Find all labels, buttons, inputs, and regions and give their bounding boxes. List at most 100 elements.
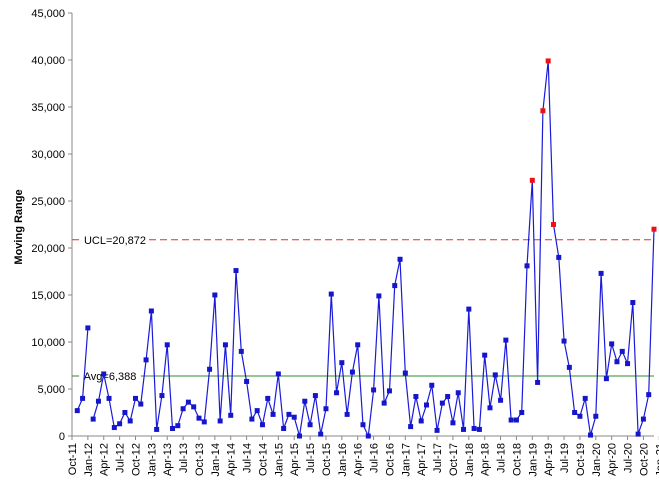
y-tick-label: 15,000 [31, 290, 65, 302]
x-tick-label: Jul-15 [305, 443, 317, 473]
x-tick-label: Apr-19 [543, 443, 555, 476]
y-tick-label: 5,000 [37, 384, 65, 396]
data-point [360, 422, 366, 428]
data-point [228, 412, 234, 418]
data-point [297, 433, 303, 439]
data-point [492, 372, 498, 378]
data-point [286, 411, 292, 417]
data-point [212, 292, 218, 298]
data-point [291, 414, 297, 420]
data-point [418, 418, 424, 424]
data-point [180, 406, 186, 412]
x-tick-label: Jul-18 [496, 443, 508, 473]
data-point [588, 432, 594, 438]
data-point [106, 395, 112, 401]
x-tick-label: Jul-19 [559, 443, 571, 473]
ref-label-bg [79, 368, 141, 383]
data-point [561, 338, 567, 344]
x-tick-label: Jul-17 [432, 443, 444, 473]
data-point [275, 371, 281, 377]
data-point [328, 291, 334, 297]
y-tick-label: 40,000 [31, 55, 65, 67]
x-tick-label: Jan-21 [654, 443, 659, 477]
data-point [646, 392, 652, 398]
data-point [413, 394, 419, 400]
data-point [249, 416, 255, 422]
x-tick-label: Jan-19 [527, 443, 539, 477]
x-tick-label: Jan-16 [337, 443, 349, 477]
ref-label-bg [81, 232, 149, 247]
data-point [196, 415, 202, 421]
data-point [577, 413, 583, 419]
x-tick-label: Oct-14 [257, 443, 269, 476]
data-point [138, 401, 144, 407]
data-point [556, 254, 562, 260]
x-tick-label: Oct-19 [575, 443, 587, 476]
y-tick-label: 45,000 [31, 8, 65, 20]
data-point [519, 410, 525, 415]
out-of-control-point [545, 58, 551, 64]
reference-lines: UCL=20,872 Avg=6,388 [72, 232, 654, 383]
data-point [259, 422, 265, 428]
x-tick-label: Oct-16 [384, 443, 396, 476]
average-label: Avg=6,388 [84, 371, 137, 383]
data-point [408, 424, 414, 430]
y-axis-title: Moving Range [13, 189, 25, 264]
x-tick-label: Apr-18 [480, 443, 492, 476]
x-tick-label: Jul-12 [115, 443, 127, 473]
x-tick-label: Apr-15 [289, 443, 301, 476]
data-point [625, 361, 631, 367]
y-tick-label: 20,000 [31, 243, 65, 255]
data-point [392, 283, 398, 289]
x-tick-label: Oct-13 [194, 443, 206, 476]
x-tick-label: Oct-11 [67, 443, 79, 475]
x-tick-label: Jan-12 [83, 443, 95, 477]
y-axis-ticks: 0 5,000 10,000 15,000 20,000 25,000 30,000 35,0… [31, 8, 72, 443]
data-point [281, 425, 287, 431]
data-point [318, 431, 324, 437]
data-point [143, 357, 149, 363]
data-point [154, 426, 160, 432]
data-point [339, 360, 345, 366]
x-tick-label: Jan-18 [464, 443, 476, 477]
x-tick-label: Oct-15 [321, 443, 333, 476]
x-axis-ticks: Oct-11 Jan-12 Apr-12 Jul-12 Oct-12 Jan-13 Apr-… [67, 436, 659, 477]
out-of-control-point [651, 226, 657, 232]
x-tick-label: Jan-17 [400, 443, 412, 477]
data-point [508, 417, 514, 423]
x-tick-label: Oct-20 [638, 443, 650, 476]
data-point [185, 399, 191, 405]
data-point [582, 395, 588, 401]
data-point [159, 393, 165, 399]
data-point [270, 411, 276, 417]
series-line [92, 60, 655, 439]
data-point [619, 348, 625, 354]
data-point [482, 352, 488, 358]
data-point [122, 410, 128, 415]
y-tick-label: 30,000 [31, 149, 65, 161]
x-tick-label: Apr-13 [162, 443, 174, 476]
x-tick-label: Apr-16 [353, 443, 365, 476]
data-point [429, 382, 435, 388]
data-point [233, 268, 239, 274]
data-point [238, 348, 244, 354]
y-tick-label: 0 [59, 431, 65, 443]
data-point [476, 426, 482, 432]
x-tick-label: Apr-14 [226, 443, 238, 476]
data-point [640, 416, 646, 422]
data-point [487, 405, 493, 411]
data-point [164, 342, 170, 348]
data-point [101, 371, 107, 377]
data-point [630, 300, 636, 306]
data-point [566, 364, 572, 370]
data-point [455, 390, 461, 396]
data-point [572, 410, 578, 415]
data-point [344, 411, 350, 417]
data-point [635, 431, 641, 437]
data-point [127, 418, 133, 424]
data-point [85, 325, 91, 331]
data-point [503, 337, 509, 343]
data-point [598, 270, 604, 276]
data-point [244, 378, 250, 384]
data-point [80, 395, 86, 401]
